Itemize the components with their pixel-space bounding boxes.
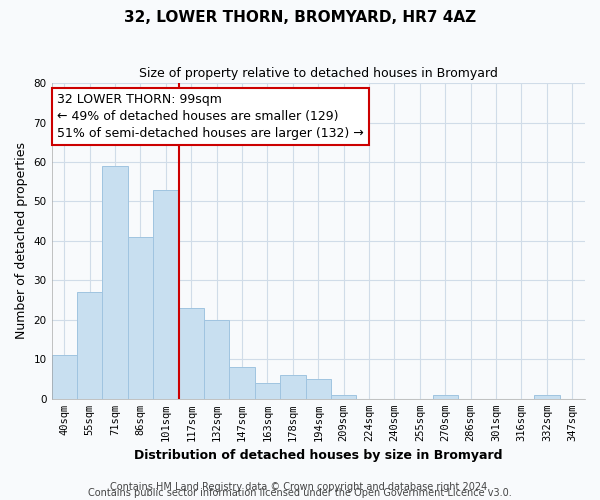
- Title: Size of property relative to detached houses in Bromyard: Size of property relative to detached ho…: [139, 68, 498, 80]
- Bar: [204, 320, 229, 399]
- Bar: [433, 395, 458, 399]
- Y-axis label: Number of detached properties: Number of detached properties: [15, 142, 28, 340]
- Text: Contains HM Land Registry data © Crown copyright and database right 2024.: Contains HM Land Registry data © Crown c…: [110, 482, 490, 492]
- Bar: [255, 383, 280, 399]
- Bar: [77, 292, 103, 399]
- Bar: [153, 190, 179, 399]
- Bar: [534, 395, 560, 399]
- Text: 32, LOWER THORN, BROMYARD, HR7 4AZ: 32, LOWER THORN, BROMYARD, HR7 4AZ: [124, 10, 476, 25]
- Text: Contains public sector information licensed under the Open Government Licence v3: Contains public sector information licen…: [88, 488, 512, 498]
- Bar: [229, 367, 255, 399]
- Bar: [128, 237, 153, 399]
- X-axis label: Distribution of detached houses by size in Bromyard: Distribution of detached houses by size …: [134, 450, 503, 462]
- Bar: [331, 395, 356, 399]
- Text: 32 LOWER THORN: 99sqm
← 49% of detached houses are smaller (129)
51% of semi-det: 32 LOWER THORN: 99sqm ← 49% of detached …: [57, 92, 364, 140]
- Bar: [103, 166, 128, 399]
- Bar: [305, 379, 331, 399]
- Bar: [280, 375, 305, 399]
- Bar: [52, 356, 77, 399]
- Bar: [179, 308, 204, 399]
